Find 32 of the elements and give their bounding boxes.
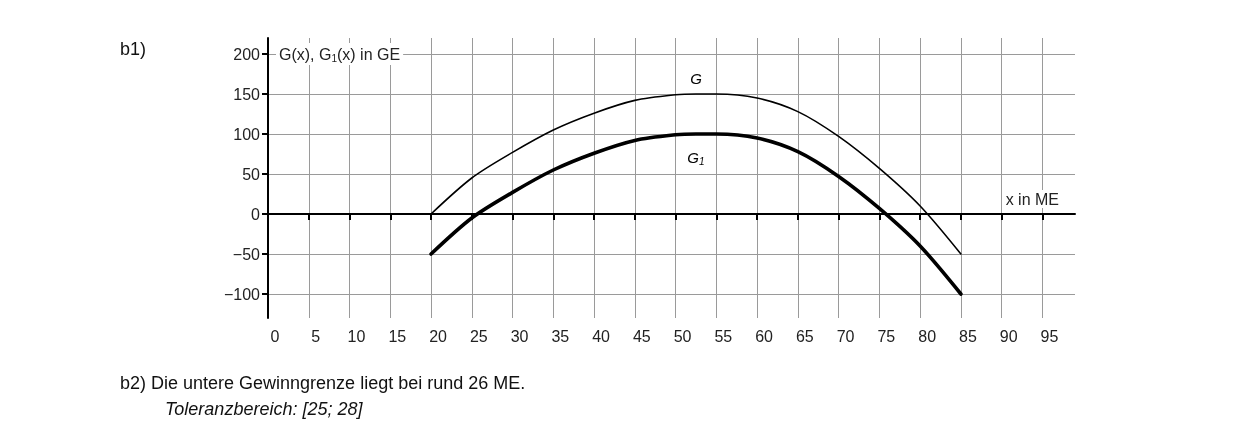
x-tick-label: 55 xyxy=(714,327,733,345)
y-tick-label: 50 xyxy=(242,165,261,183)
x-tick-label: 15 xyxy=(388,327,407,345)
x-tick-label: 90 xyxy=(999,327,1018,345)
x-tick-label: 50 xyxy=(673,327,692,345)
series-label: G xyxy=(690,70,703,87)
x-tick-label: 40 xyxy=(592,327,611,345)
x-tick-label: 80 xyxy=(918,327,937,345)
y-tick-label: 150 xyxy=(233,85,261,103)
x-tick-label: 0 xyxy=(270,327,280,345)
y-tick-label: 200 xyxy=(233,45,261,63)
x-tick-label: 20 xyxy=(429,327,448,345)
x-axis-title: x in ME xyxy=(1005,190,1059,208)
x-tick-label: 10 xyxy=(347,327,366,345)
y-tick-label: 100 xyxy=(233,125,261,143)
x-tick-label: 65 xyxy=(795,327,814,345)
x-tick-label: 30 xyxy=(510,327,529,345)
y-tick-label: −100 xyxy=(223,285,261,303)
x-tick-label: 85 xyxy=(958,327,977,345)
y-tick-label: −50 xyxy=(232,245,261,263)
x-tick-label: 35 xyxy=(551,327,570,345)
x-tick-label: 25 xyxy=(469,327,488,345)
x-tick-label: 60 xyxy=(755,327,774,345)
y-tick-label: 0 xyxy=(251,205,261,223)
x-tick-label: 45 xyxy=(632,327,651,345)
x-tick-label: 70 xyxy=(836,327,855,345)
text: b2) Die untere Gewinngrenze liegt bei rund 26 ME. xyxy=(120,373,526,393)
text: Toleranzbereich: [25; 28] xyxy=(165,399,364,419)
x-tick-label: 75 xyxy=(877,327,896,345)
x-tick-label: 5 xyxy=(311,327,321,345)
text: b1) xyxy=(120,39,147,59)
x-tick-label: 95 xyxy=(1040,327,1059,345)
